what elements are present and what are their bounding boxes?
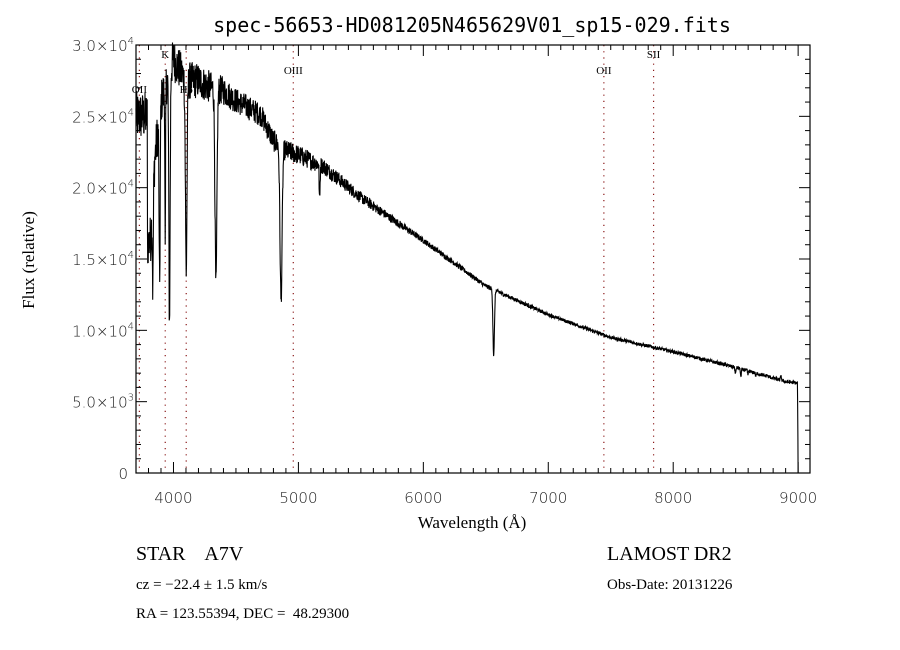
x-tick-label: 6000 <box>404 489 442 507</box>
x-axis-label: Wavelength (Å) <box>418 513 527 532</box>
y-tick-label: 3.0×104 <box>72 36 134 55</box>
coordinates: RA = 123.55394, DEC = 48.29300 <box>136 606 349 622</box>
x-tick-label: 8000 <box>654 489 692 507</box>
line-marker-label: SII <box>647 49 661 61</box>
y-tick-label: 1.0×104 <box>72 321 134 340</box>
observation-date: Obs-Date: 20131226 <box>607 577 733 593</box>
line-marker-label: K <box>161 49 169 61</box>
line-marker-label: OII <box>596 65 612 77</box>
chart-title: spec-56653-HD081205N465629V01_sp15-029.f… <box>213 13 731 37</box>
x-tick-labels: 4000 5000 6000 7000 8000 9000 <box>154 489 817 507</box>
survey-name: LAMOST DR2 <box>607 543 732 565</box>
y-tick-label: 5.0×103 <box>72 393 134 412</box>
object-type: STAR A7V <box>136 543 244 565</box>
y-tick-label: 2.0×104 <box>72 179 134 198</box>
y-tick-label: 2.5×104 <box>72 107 134 126</box>
y-axis-label: Flux (relative) <box>19 211 38 309</box>
x-tick-label: 9000 <box>779 489 817 507</box>
x-tick-label: 5000 <box>279 489 317 507</box>
y-tick-label: 0 <box>118 465 128 483</box>
y-tick-labels: 0 5.0×103 1.0×104 1.5×104 2.0×104 2.5×104 3.0×… <box>72 36 134 483</box>
line-marker-label: OIII <box>284 65 303 77</box>
spectrum-line <box>135 42 799 474</box>
redshift-velocity: cz = −22.4 ± 1.5 km/s <box>136 577 268 593</box>
y-tick-label: 1.5×104 <box>72 250 134 269</box>
axis-ticks <box>135 44 810 474</box>
x-tick-label: 7000 <box>529 489 567 507</box>
x-tick-label: 4000 <box>154 489 192 507</box>
